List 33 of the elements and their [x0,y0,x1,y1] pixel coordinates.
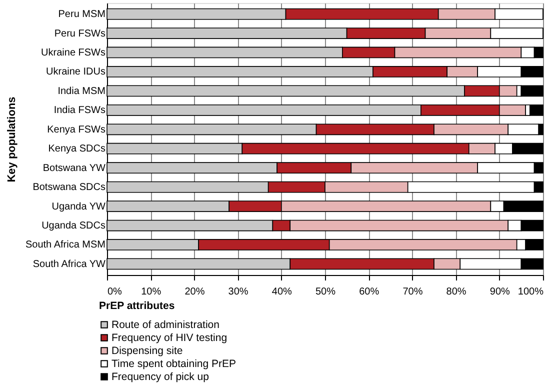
x-tick-label: 10% [141,286,162,298]
x-tick-label: 30% [228,286,248,298]
y-tick-label: Kenya FSWs [47,124,106,136]
y-axis-title: Key populations [6,96,18,182]
y-tick-label: Uganda SDCs [42,220,106,232]
y-tick-label: Uganda YW [52,201,106,212]
x-tick-label: 80% [446,286,466,298]
y-tick-label: Kenya SDCs [48,144,106,155]
legend-label: Dispensing site [112,344,183,357]
legend-label: Route of administration [112,318,220,331]
bar [520,85,544,97]
x-tick-label: 0% [108,286,122,298]
x-tick-label: 60% [359,286,380,298]
y-tick-label: Peru FSWs [54,28,106,40]
x-tick-label: 40% [272,286,292,298]
x-tick-label: 50% [315,286,336,298]
y-tick-label: Peru MSM [58,9,106,20]
y-tick-label: India MSM [58,86,106,97]
y-tick-label: Ukraine IDUs [46,66,106,78]
legend-label: Time spent obtaining PrEP [112,358,236,370]
y-tick-label: Botswana YW [42,162,106,174]
x-tick-label: 20% [184,286,205,298]
x-tick-label: 70% [402,286,423,298]
y-tick-label: South Africa YW [32,258,106,270]
legend-title: PrEP attributes [99,300,175,312]
legend-label: Frequency of HIV testing [112,332,228,344]
y-tick-label: Botswana SDCs [32,182,106,194]
y-tick-label: South Africa MSM [25,240,106,251]
y-tick-label: Ukraine FSWs [41,48,106,58]
x-tick-label: 90% [490,286,510,298]
y-tick-label: India FSWs [54,105,106,116]
x-tick-label: 100% [518,286,544,298]
legend-label: Frequency of pick up [112,370,210,383]
